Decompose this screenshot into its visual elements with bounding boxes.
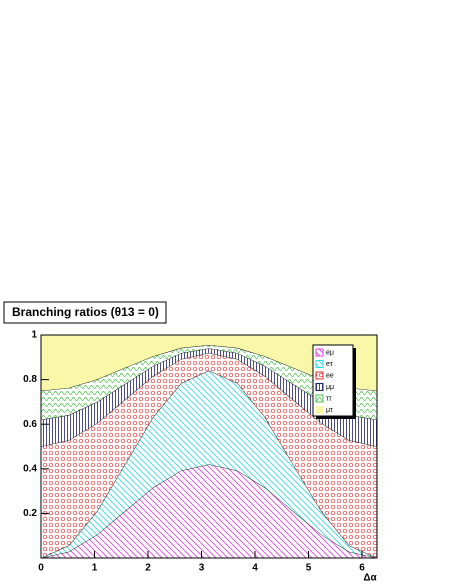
legend-label: μμ: [326, 384, 334, 391]
x-tick-label: 4: [252, 563, 258, 574]
plot-frame: [40, 334, 378, 559]
area-band: [41, 370, 377, 558]
legend-swatch: [315, 383, 324, 391]
x-tick-label: 5: [306, 563, 312, 574]
x-tick-label: 0: [38, 563, 44, 574]
y-tick-label: 0.4: [23, 463, 37, 474]
legend-swatch: [315, 360, 324, 368]
x-tick-label: 1: [92, 563, 98, 574]
legend-box: [312, 344, 354, 417]
x-tick-label: 2: [145, 563, 151, 574]
area-band: [41, 348, 377, 447]
title-box: [3, 301, 167, 324]
legend-swatch: [315, 394, 324, 403]
x-axis-label: Δα: [363, 573, 377, 584]
area-band: [41, 464, 377, 558]
legend-label: ττ: [326, 395, 332, 402]
legend-label: eτ: [326, 361, 333, 368]
area-band: [41, 352, 377, 558]
legend-swatch: [315, 406, 324, 414]
legend-label: eμ: [326, 349, 334, 356]
y-tick-label: 1: [31, 330, 37, 341]
legend-swatch: [315, 348, 324, 357]
y-tick-label: 0.6: [23, 419, 37, 430]
chart-title: Branching ratios (θ13 = 0): [12, 305, 159, 319]
x-tick-label: 3: [199, 563, 205, 574]
legend-label: μτ: [326, 407, 333, 414]
area-band: [41, 335, 377, 391]
legend-label: ee: [326, 372, 334, 379]
x-tick-label: 6: [359, 563, 365, 574]
legend-swatch: [315, 371, 324, 380]
y-tick-label: 0.2: [23, 508, 37, 519]
y-tick-label: 0.8: [23, 374, 37, 385]
